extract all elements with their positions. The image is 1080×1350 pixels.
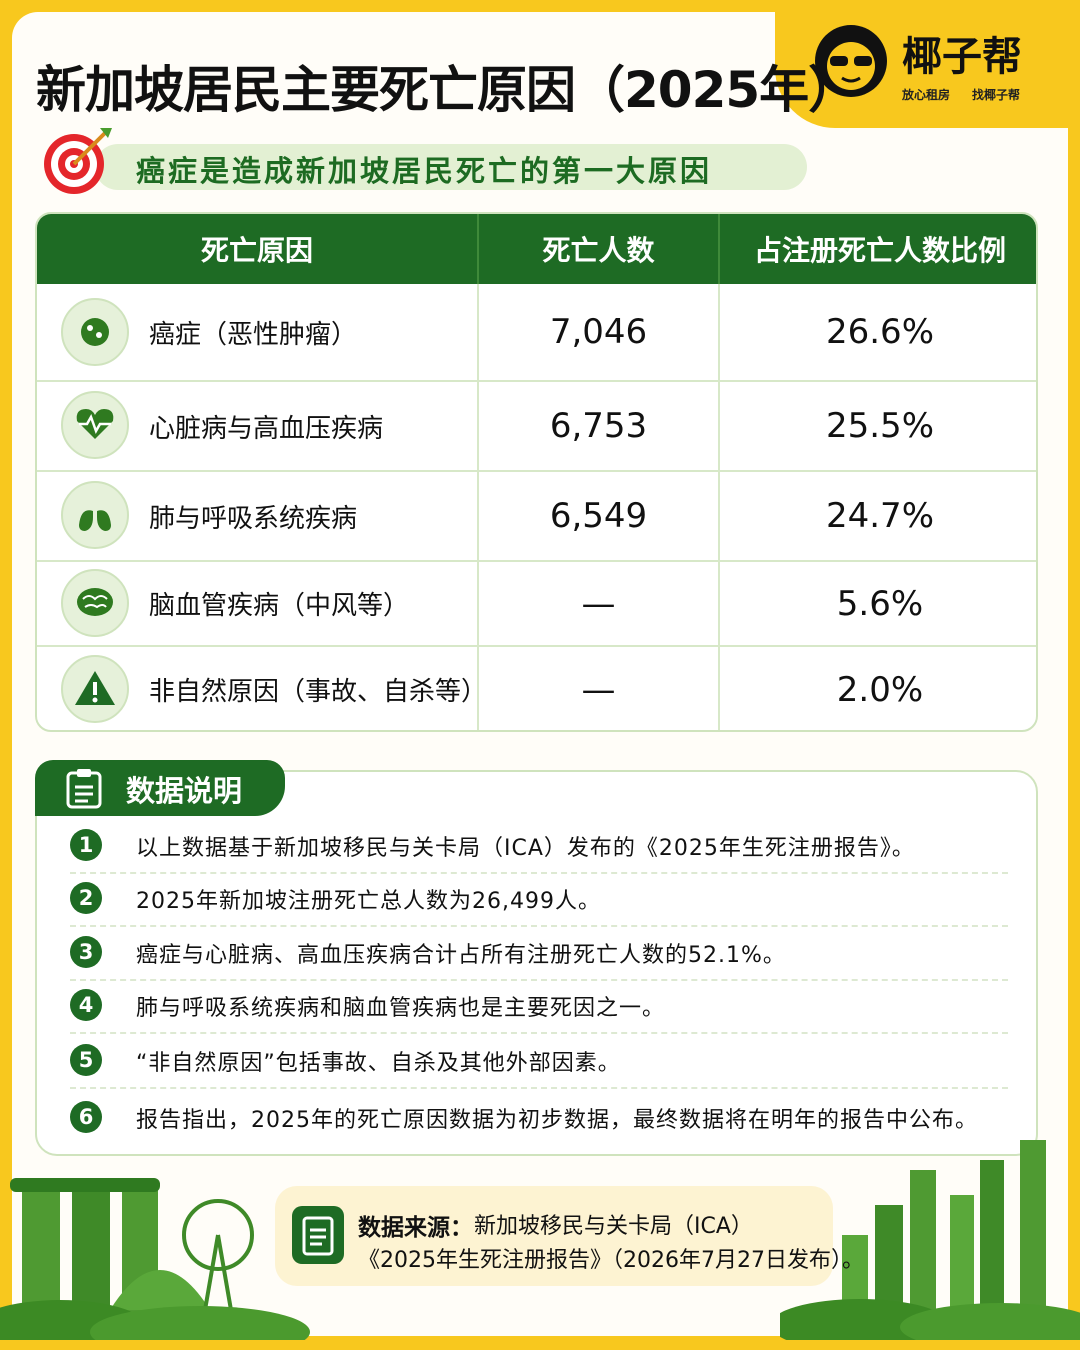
row-icon [61,481,129,549]
note-number: 5 [70,1044,102,1076]
brand-tagline: 找椰子帮 [972,88,1021,102]
notes-box [35,770,1038,1156]
subtitle-banner [95,144,807,190]
note-text: 以上数据基于新加坡移民与关卡局（ICA）发布的《2025年生死注册报告》。 [136,836,915,861]
note-number: 6 [70,1101,102,1133]
table-cell: 6,753 [477,380,718,470]
table-cell: 26.6% [718,284,1036,380]
cause-cell: 肺与呼吸系统疾病 [37,470,477,560]
table-cell: — [477,560,718,645]
note-number: 4 [70,989,102,1021]
row-icon [61,391,129,459]
note-divider [70,979,1008,981]
source-icon [292,1206,344,1264]
source-box [275,1186,833,1286]
cause-cell: 脑血管疾病（中风等） [37,560,477,645]
notes-title: 数据说明 [126,774,243,808]
row-icon [61,568,129,637]
brand-tagline: 放心租房 [902,88,951,102]
table-header-cell: 占注册死亡人数比例 [718,214,1036,284]
clipboard-icon [66,769,102,809]
note-divider [70,1087,1008,1089]
note-text: 肺与呼吸系统疾病和脑血管疾病也是主要死因之一。 [136,996,666,1021]
note-text: “非自然原因”包括事故、自杀及其他外部因素。 [136,1051,621,1076]
cause-cell: 癌症（恶性肿瘤） [149,319,358,350]
skyline-right [780,1140,1080,1340]
note-number: 2 [70,882,102,914]
table-cell: 6,549 [477,470,718,560]
cause-cell: 非自然原因（事故、自杀等） [37,645,487,730]
page-title: 新加坡居民主要死亡原因（2025年） [36,61,858,119]
table: 死亡原因 死亡人数 占注册死亡人数比例癌症（恶性肿瘤） 7,046 26.6% 心脏病与高… [35,212,1038,732]
note-number: 3 [70,936,102,968]
note-divider [70,872,1008,874]
note-number: 1 [70,829,102,861]
table-cell: — [477,645,718,730]
brand-name: 椰子帮 [902,34,1022,80]
source-label: 数据来源： [358,1215,473,1241]
row-icon [61,298,129,366]
subtitle: 癌症是造成新加坡居民死亡的第一大原因 [136,154,713,188]
note-divider [70,925,1008,927]
logo-icon [815,25,887,97]
table-cell: 7,046 [477,284,718,380]
table-cell: 5.6% [718,560,1036,645]
table-header-cell: 死亡原因 [37,214,477,284]
row-icon [61,654,129,723]
table-header-cell: 死亡人数 [477,214,718,284]
cause-cell: 心脏病与高血压疾病 [37,380,477,470]
source-text: 《2025年生死注册报告》（2026年7月27日发布）。 [358,1248,864,1273]
source-text: 新加坡移民与关卡局（ICA） [474,1214,753,1239]
note-divider [70,1032,1008,1034]
skyline-left [0,1178,310,1340]
target-icon [44,128,112,194]
note-text: 癌症与心脏病、高血压疾病合计占所有注册死亡人数的52.1%。 [136,943,786,968]
table-cell: 2.0% [718,645,1036,730]
table-cell: 24.7% [718,470,1036,560]
table-cell: 25.5% [718,380,1036,470]
note-text: 报告指出，2025年的死亡原因数据为初步数据，最终数据将在明年的报告中公布。 [136,1108,978,1133]
note-text: 2025年新加坡注册死亡总人数为26,499人。 [136,889,601,914]
